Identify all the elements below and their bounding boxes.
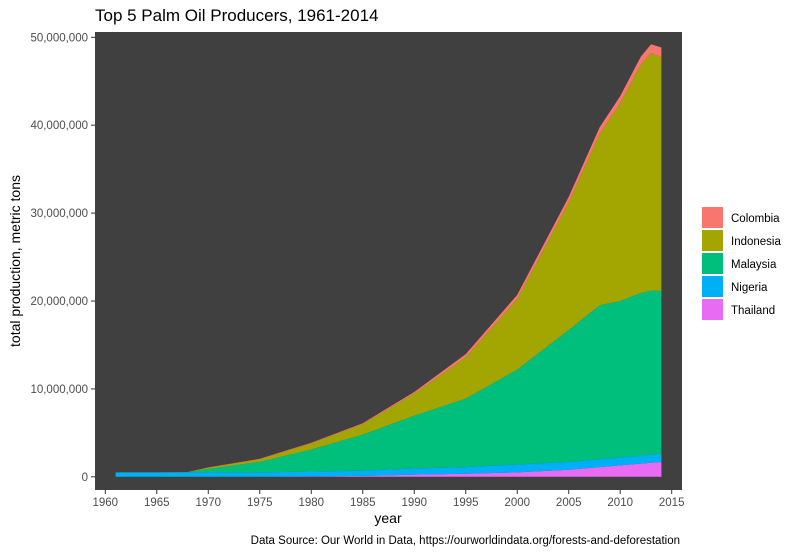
x-tick-label: 1965 (144, 497, 170, 509)
legend-label-indonesia: Indonesia (731, 236, 781, 248)
legend-key-indonesia (702, 230, 723, 251)
x-axis-title: year (374, 510, 402, 526)
y-tick-label: 30,000,000 (30, 208, 88, 220)
x-tick-label: 2005 (556, 497, 582, 509)
legend-key-malaysia (702, 253, 723, 274)
x-tick-label: 2010 (607, 497, 633, 509)
y-tick-label: 50,000,000 (30, 32, 88, 44)
legend: Colombia Indonesia Malaysia Nigeria Thailand (702, 207, 781, 320)
legend-label-nigeria: Nigeria (731, 282, 768, 294)
y-tick-label: 40,000,000 (30, 120, 88, 132)
x-tick-label: 1990 (401, 497, 427, 509)
y-axis: 0 10,000,000 20,000,000 30,000,000 40,000,00… (30, 32, 95, 484)
legend-label-colombia: Colombia (731, 213, 780, 225)
x-tick-label: 2015 (659, 497, 685, 509)
x-tick-label: 1995 (453, 497, 479, 509)
legend-key-thailand (702, 299, 723, 320)
legend-label-thailand: Thailand (731, 305, 775, 317)
legend-key-nigeria (702, 276, 723, 297)
y-tick-label: 20,000,000 (30, 296, 88, 308)
x-tick-label: 1985 (350, 497, 376, 509)
x-tick-label: 1975 (247, 497, 273, 509)
chart-title: Top 5 Palm Oil Producers, 1961-2014 (95, 6, 379, 25)
x-tick-label: 1980 (298, 497, 324, 509)
legend-key-colombia (702, 207, 723, 228)
x-tick-label: 1960 (93, 497, 119, 509)
x-tick-label: 2000 (504, 497, 530, 509)
y-axis-title: total production, metric tons (7, 175, 23, 347)
x-axis: 1960 1965 1970 1975 1980 1985 1990 1995 2000 2005… (93, 490, 685, 509)
x-tick-label: 1970 (195, 497, 221, 509)
caption: Data Source: Our World in Data, https://… (251, 535, 680, 547)
y-tick-label: 10,000,000 (30, 384, 88, 396)
legend-label-malaysia: Malaysia (731, 259, 777, 271)
y-tick-label: 0 (82, 472, 88, 484)
